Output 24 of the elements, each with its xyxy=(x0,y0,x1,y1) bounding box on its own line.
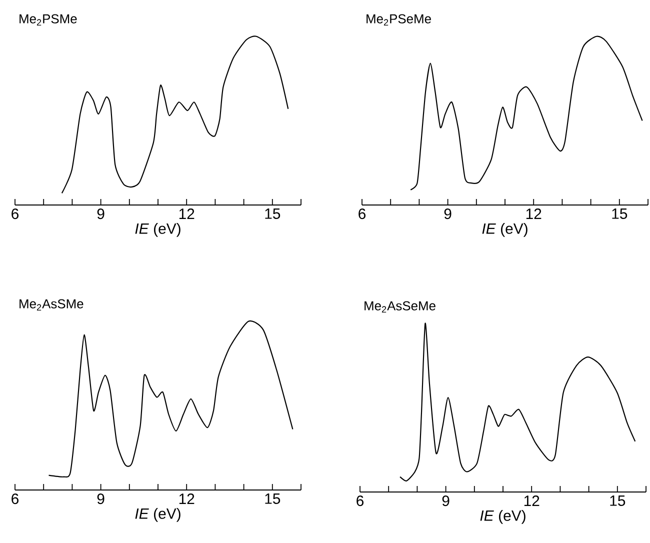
x-tick-label: 9 xyxy=(97,208,104,220)
x-axis-title: IE (eV) xyxy=(480,510,526,524)
x-tick-label: 12 xyxy=(524,496,540,506)
chart-title: Me$_{2}$AsSeMe xyxy=(364,301,436,312)
x-axis-title: IE (eV) xyxy=(135,222,180,237)
x-axis-title: IE (eV) xyxy=(135,508,180,522)
x-tick-label: 15 xyxy=(265,494,280,504)
x-tick-label: 6 xyxy=(358,208,366,220)
x-tick-label: 15 xyxy=(265,208,280,219)
x-tick-label: 9 xyxy=(97,494,104,504)
chart-title: Me$_{2}$AsSMe xyxy=(20,299,84,310)
chart-title: Me$_{2}$PSeMe xyxy=(366,14,431,26)
x-tick-label: 9 xyxy=(442,496,450,506)
x-tick-label: 12 xyxy=(526,208,542,219)
x-tick-label: 12 xyxy=(179,494,194,504)
x-tick-label: 6 xyxy=(356,496,364,506)
chart-title: Me$_{2}$PSMe xyxy=(20,14,77,26)
x-tick-label: 15 xyxy=(610,496,626,506)
x-tick-label: 6 xyxy=(12,208,18,220)
x-tick-label: 15 xyxy=(612,208,628,219)
x-tick-label: 6 xyxy=(12,494,18,504)
x-tick-label: 9 xyxy=(444,208,452,220)
x-tick-label: 12 xyxy=(179,208,194,219)
x-axis-title: IE (eV) xyxy=(482,222,528,237)
